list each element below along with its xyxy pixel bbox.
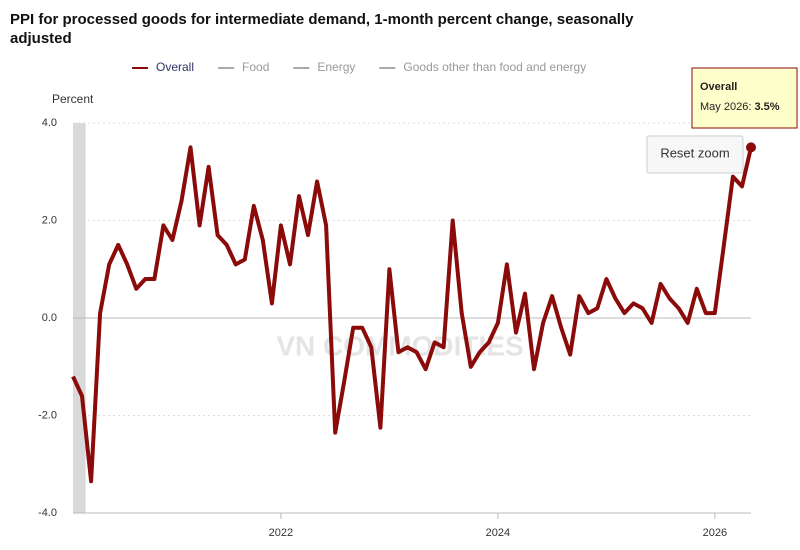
hover-point: [746, 142, 756, 153]
legend-item[interactable]: Overall: [132, 60, 194, 74]
x-tick-label: 2022: [269, 527, 293, 539]
reset-zoom-button[interactable]: Reset zoom: [646, 135, 744, 174]
y-tick-label: 4.0: [42, 117, 57, 129]
chart-title: adjusted: [10, 30, 72, 47]
legend-label: Energy: [317, 60, 355, 74]
y-tick-label: -2.0: [38, 409, 57, 421]
watermark: VN COMMODITIES: [276, 330, 523, 361]
tooltip-series: Overall: [700, 81, 737, 93]
legend-item[interactable]: Energy: [293, 60, 355, 74]
x-tick-label: 2024: [486, 527, 510, 539]
series-line: [71, 145, 753, 484]
legend-label: Overall: [156, 60, 194, 74]
x-tick-label: 2026: [703, 527, 727, 539]
tooltip: Overall May 2026: 3.5%: [691, 67, 798, 129]
chart-title: PPI for processed goods for intermediate…: [10, 11, 634, 28]
legend-item[interactable]: Food: [218, 60, 269, 74]
y-tick-label: 2.0: [42, 214, 57, 226]
button-label: Reset zoom: [660, 145, 729, 160]
tooltip-value: 3.5%: [754, 101, 779, 113]
button-bg: [646, 135, 744, 174]
y-axis-label: Percent: [52, 92, 94, 106]
legend-label: Food: [242, 60, 269, 74]
legend-item[interactable]: Goods other than food and energy: [379, 60, 586, 74]
y-tick-label: -4.0: [38, 507, 57, 519]
tooltip-date: May 2026: 3.5%: [700, 101, 780, 113]
tooltip-bg: [691, 67, 798, 129]
y-tick-label: 0.0: [42, 312, 57, 324]
tooltip-label: May 2026: [700, 101, 748, 113]
legend-label: Goods other than food and energy: [403, 60, 586, 74]
